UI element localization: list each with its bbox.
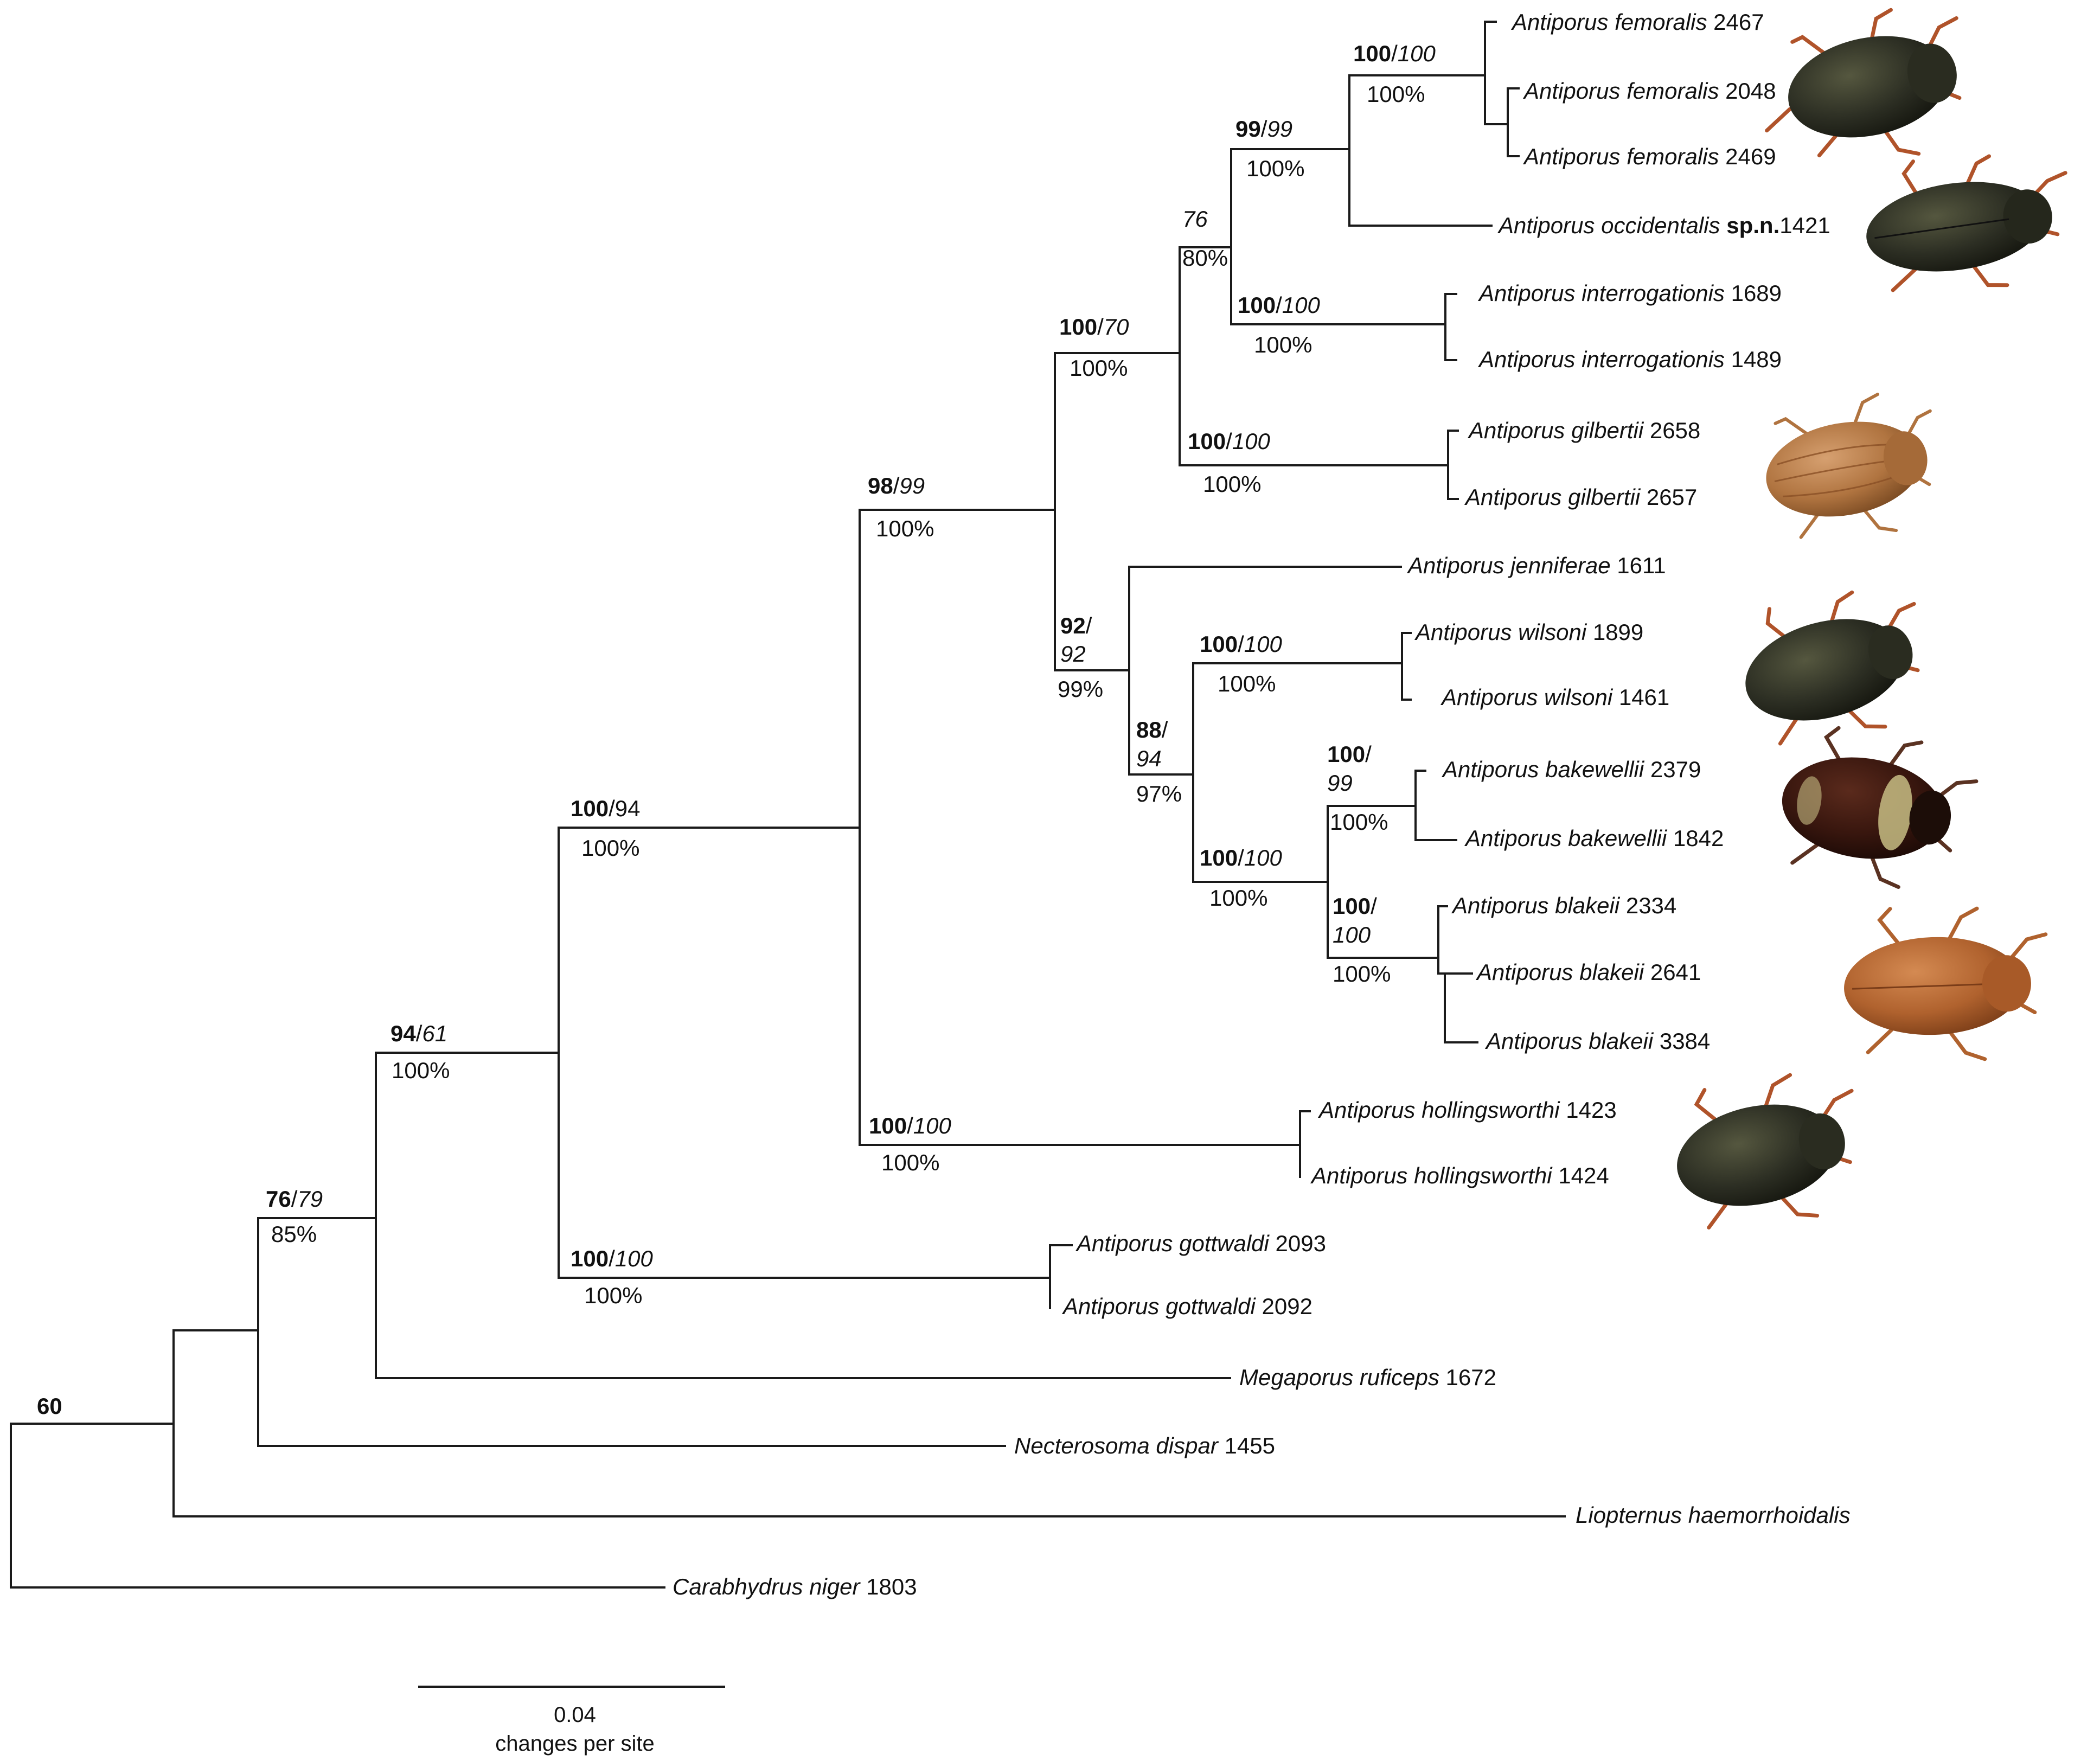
support-posterior: 100% [1203, 471, 1261, 497]
support-posterior: 80% [1182, 245, 1228, 271]
support-bootstrap: 76/79 [266, 1186, 323, 1212]
taxon-label: Antiporus gilbertii 2657 [1464, 484, 1697, 510]
taxon-label: Liopternus haemorrhoidalis [1576, 1502, 1851, 1528]
support-posterior: 100% [1246, 156, 1304, 181]
taxon-label: Carabhydrus niger 1803 [673, 1574, 917, 1599]
support-bootstrap: 100/100 [571, 1246, 653, 1271]
support-bootstrap-italic: 100 [1333, 922, 1371, 947]
beetle-image-hollingsworthi [1677, 1073, 1854, 1230]
taxon-label: Antiporus femoralis 2467 [1510, 9, 1764, 35]
taxon-label: Antiporus femoralis 2469 [1522, 144, 1776, 169]
support-bootstrap: 76 [1182, 206, 1208, 232]
support-bootstrap: 100/100 [869, 1113, 951, 1138]
support-bootstrap: 88/ [1136, 717, 1168, 742]
support-bootstrap-italic: 92 [1060, 641, 1086, 667]
taxon-label: Antiporus gilbertii 2658 [1467, 418, 1700, 443]
taxon-label: Antiporus gottwaldi 2093 [1075, 1231, 1326, 1256]
support-bootstrap-italic: 94 [1136, 746, 1162, 771]
support-posterior: 100% [1218, 671, 1276, 696]
scale-bar-unit: changes per site [495, 1732, 655, 1756]
taxon-label: Megaporus ruficeps 1672 [1239, 1365, 1496, 1390]
taxon-label: Antiporus bakewellii 2379 [1441, 757, 1701, 782]
support-bootstrap: 100/100 [1188, 428, 1270, 454]
support-posterior: 100% [1367, 81, 1425, 107]
support-bootstrap: 100/100 [1353, 41, 1436, 66]
support-posterior: 97% [1136, 781, 1182, 806]
beetle-image-wilsoni [1745, 590, 1920, 746]
support-bootstrap: 100/100 [1200, 631, 1282, 657]
taxon-label: Antiporus occidentalis sp.n.1421 [1497, 213, 1830, 238]
taxon-label: Necterosoma dispar 1455 [1014, 1433, 1275, 1458]
support-posterior: 100% [581, 835, 639, 861]
support-bootstrap: 100/94 [571, 796, 640, 821]
scale-bar: 0.04 changes per site [418, 1686, 725, 1756]
beetle-image-occidentalis [1866, 154, 2067, 292]
support-posterior: 100% [1209, 885, 1267, 911]
taxon-label: Antiporus interrogationis 1489 [1477, 347, 1782, 372]
support-posterior: 100% [584, 1283, 642, 1308]
support-bootstrap: 60 [37, 1393, 62, 1419]
support-bootstrap: 100/ [1327, 741, 1372, 767]
taxon-label: Antiporus jenniferae 1611 [1406, 553, 1666, 578]
support-posterior: 100% [1254, 332, 1312, 357]
support-bootstrap: 100/70 [1059, 314, 1129, 340]
tree-branches [10, 21, 1566, 1589]
beetle-image-gilbertii [1766, 393, 1932, 539]
taxon-label: Antiporus blakeii 3384 [1484, 1028, 1710, 1054]
support-bootstrap: 100/100 [1238, 292, 1320, 318]
support-values: 60 76/79 85% 94/61 100% 100/94 100% 100/… [37, 41, 1436, 1419]
beetle-image-bakewellii [1782, 726, 1979, 889]
taxon-label: Antiporus hollingsworthi 1424 [1310, 1163, 1609, 1188]
support-bootstrap: 94/61 [390, 1021, 447, 1046]
beetle-image-blakeii [1844, 906, 2048, 1061]
support-posterior: 100% [1070, 355, 1128, 381]
taxon-labels: Antiporus femoralis 2467 Antiporus femor… [673, 9, 1851, 1599]
taxon-label: Antiporus blakeii 2641 [1475, 959, 1701, 985]
taxon-label: Antiporus wilsoni 1461 [1440, 684, 1669, 710]
support-bootstrap: 100/ [1333, 893, 1377, 919]
taxon-label: Antiporus bakewellii 1842 [1464, 825, 1724, 851]
support-bootstrap: 99/99 [1235, 116, 1292, 142]
support-posterior: 99% [1058, 676, 1103, 702]
support-bootstrap: 92/ [1060, 613, 1092, 638]
taxon-label: Antiporus femoralis 2048 [1522, 78, 1776, 104]
taxon-label: Antiporus gottwaldi 2092 [1061, 1293, 1313, 1319]
scale-bar-value: 0.04 [554, 1703, 596, 1727]
support-posterior: 100% [392, 1058, 450, 1083]
support-posterior: 85% [271, 1221, 317, 1247]
taxon-label: Antiporus wilsoni 1899 [1414, 619, 1643, 645]
taxon-label: Antiporus hollingsworthi 1423 [1317, 1097, 1617, 1123]
support-posterior: 100% [1330, 809, 1388, 835]
support-bootstrap: 98/99 [868, 473, 925, 498]
support-posterior: 100% [881, 1150, 939, 1175]
support-posterior: 100% [876, 516, 934, 541]
support-bootstrap: 100/100 [1200, 845, 1282, 870]
beetle-image-femoralis [1765, 8, 1962, 158]
taxon-label: Antiporus interrogationis 1689 [1477, 280, 1782, 306]
support-posterior: 100% [1333, 961, 1391, 987]
taxon-label: Antiporus blakeii 2334 [1451, 893, 1676, 918]
beetle-photos [1677, 8, 2067, 1230]
support-bootstrap-italic: 99 [1327, 770, 1353, 796]
